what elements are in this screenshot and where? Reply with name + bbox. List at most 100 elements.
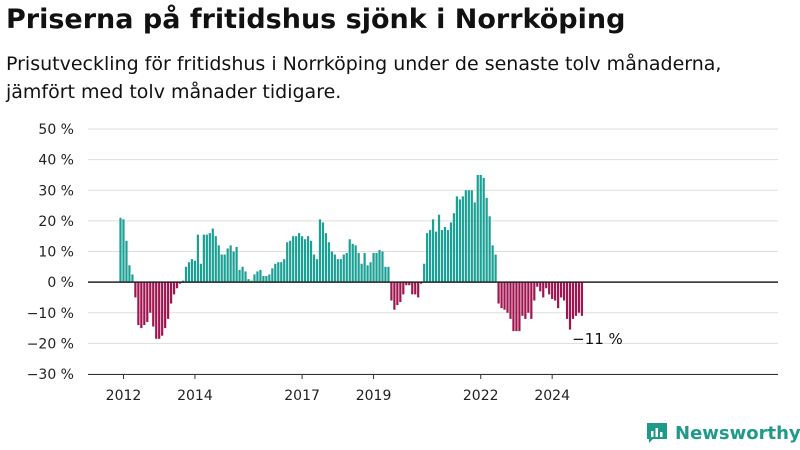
bar [452,213,456,283]
bar [167,282,170,319]
bar [562,282,566,301]
bar [476,174,479,283]
bar [175,282,179,289]
bar [381,251,384,283]
bar [295,236,298,283]
brand-logo: Newsworthy [645,420,800,446]
bar [408,282,411,286]
bar [571,282,575,319]
bar [375,253,378,283]
bar [286,242,289,283]
bar [327,242,330,283]
annotation: −11 % [572,330,623,348]
bar [292,236,295,283]
bar [437,214,441,283]
bar [417,282,420,298]
bar [342,254,345,283]
bar [399,282,402,303]
bar [357,253,360,283]
y-tick-label: 40 % [38,153,74,169]
bar [199,263,202,283]
bars [119,174,584,339]
bar [146,282,149,322]
bar [271,268,274,283]
bar [164,282,167,329]
bar [506,282,509,313]
bar [306,236,310,283]
bar [137,282,140,326]
y-tick-label: 50 % [38,122,74,138]
bar [420,282,423,284]
bar [530,282,533,319]
bar [262,276,265,283]
bar [393,282,396,310]
bar [488,216,491,283]
bar [449,222,453,283]
bar [244,271,247,283]
bar [390,282,393,301]
y-tick-label: 0 % [47,275,74,291]
bar [464,190,467,283]
bar [354,245,357,283]
bar [378,249,381,283]
bar [193,260,197,283]
bar [396,282,399,306]
bar [152,282,155,327]
bar [220,254,223,283]
bar [247,279,250,283]
bar [524,282,527,319]
y-tick-label: −30 % [27,367,74,383]
x-tick-label: 2022 [463,388,499,404]
bar [301,236,304,283]
bar [363,253,366,283]
bar [125,240,128,283]
bar [345,253,348,283]
bar [455,196,458,283]
bar [283,259,286,283]
bar [119,217,122,283]
bar [324,233,328,283]
bar [497,282,500,304]
bar [482,178,485,283]
bar [259,269,262,283]
bar [405,282,408,286]
bar [339,259,342,283]
bar [554,282,557,301]
bar [321,222,325,283]
bar [196,234,199,283]
bar [140,282,143,329]
bar [536,282,539,287]
newsworthy-logo-icon [647,423,667,443]
bar [277,262,280,283]
bar [443,227,447,283]
bar [181,280,185,283]
bar [527,282,530,313]
bar [568,282,572,330]
bar [521,282,524,316]
bar [479,174,482,283]
bar [574,282,578,316]
bar [318,219,322,283]
bar [172,282,176,295]
bar [333,254,336,283]
bar [298,233,301,283]
bar [470,190,473,283]
bar [238,269,241,283]
bar [348,239,351,283]
bar [372,253,375,283]
x-tick-label: 2019 [356,388,392,404]
bar [241,266,244,283]
bar [515,282,518,332]
bar [336,259,339,283]
brand-name: Newsworthy [675,422,800,444]
bar [533,282,536,301]
bar [494,254,497,283]
bar [289,240,292,283]
bar [178,282,182,284]
bar [467,190,470,283]
x-tick-label: 2014 [177,388,213,404]
y-tick-label: 20 % [38,214,74,230]
bar [560,282,563,298]
bar [440,230,444,283]
